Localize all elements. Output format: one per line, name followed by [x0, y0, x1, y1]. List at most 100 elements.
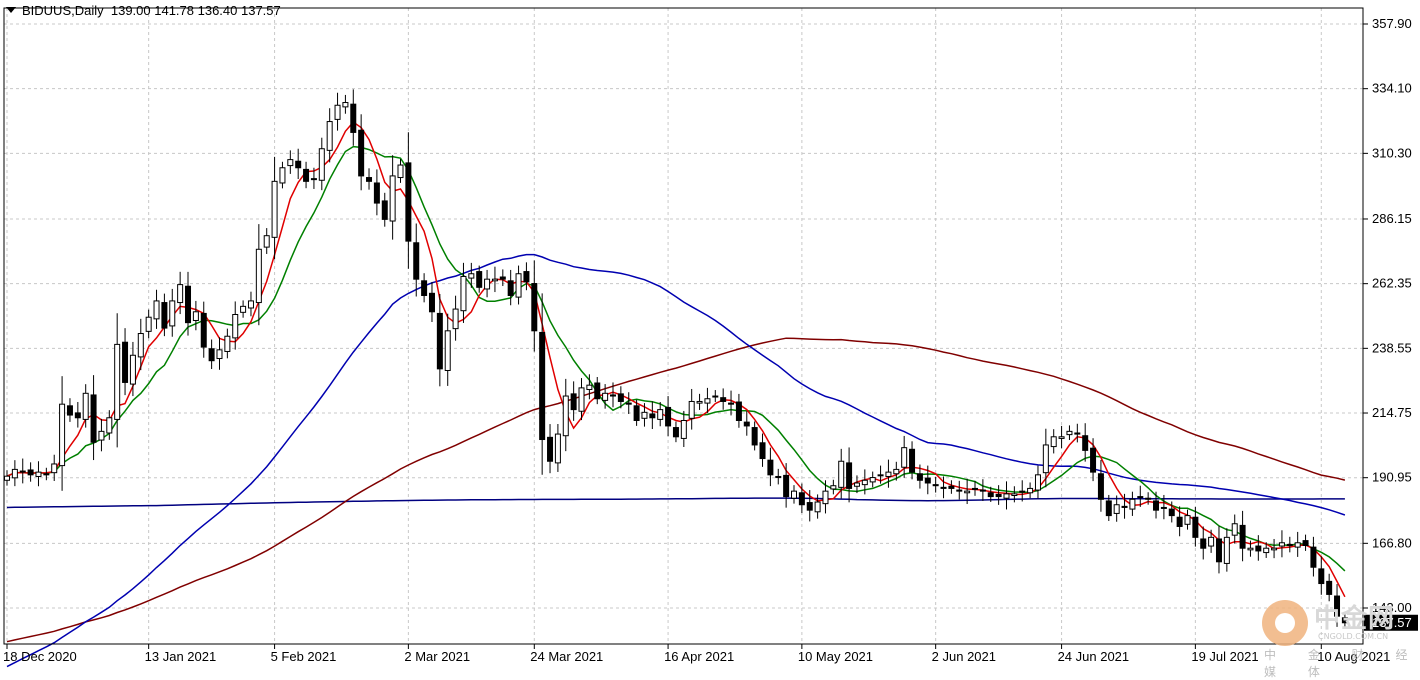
candle[interactable]	[310, 167, 317, 189]
candle[interactable]	[59, 376, 66, 491]
candle[interactable]	[468, 262, 475, 288]
candle[interactable]	[35, 461, 42, 487]
candle[interactable]	[358, 114, 365, 191]
candle[interactable]	[523, 262, 530, 291]
candle[interactable]	[389, 155, 396, 240]
candle[interactable]	[798, 483, 805, 514]
candle[interactable]	[594, 377, 601, 405]
candle[interactable]	[1318, 556, 1325, 595]
candle[interactable]	[66, 398, 73, 422]
candles[interactable]	[4, 89, 1348, 629]
candle[interactable]	[232, 301, 239, 350]
candle[interactable]	[1050, 429, 1057, 454]
candle[interactable]	[861, 469, 868, 495]
candle[interactable]	[578, 378, 585, 421]
candle[interactable]	[822, 480, 829, 514]
candle[interactable]	[704, 387, 711, 413]
candle[interactable]	[216, 337, 223, 370]
candle[interactable]	[672, 421, 679, 443]
candle[interactable]	[1066, 425, 1073, 441]
candle[interactable]	[539, 293, 546, 475]
candle[interactable]	[1129, 491, 1136, 516]
candle[interactable]	[649, 401, 656, 430]
candle[interactable]	[838, 448, 845, 499]
candle[interactable]	[491, 266, 498, 293]
candle[interactable]	[948, 480, 955, 494]
candle[interactable]	[633, 399, 640, 426]
candle[interactable]	[1153, 491, 1160, 519]
candle[interactable]	[916, 464, 923, 489]
candle[interactable]	[728, 390, 735, 416]
candle[interactable]	[562, 378, 569, 452]
candle[interactable]	[1121, 493, 1128, 519]
candle[interactable]	[609, 382, 616, 408]
candle[interactable]	[122, 328, 129, 396]
candle[interactable]	[342, 94, 349, 114]
candle[interactable]	[767, 447, 774, 487]
candle[interactable]	[924, 465, 931, 495]
candle[interactable]	[318, 137, 325, 191]
candle[interactable]	[696, 393, 703, 410]
candle[interactable]	[381, 192, 388, 227]
candle[interactable]	[82, 384, 89, 428]
candle[interactable]	[1042, 428, 1049, 488]
candle[interactable]	[334, 92, 341, 131]
candle[interactable]	[405, 132, 412, 269]
candle[interactable]	[1019, 480, 1026, 502]
candle[interactable]	[326, 108, 333, 163]
candle[interactable]	[625, 392, 632, 414]
candle[interactable]	[1027, 482, 1034, 499]
candle[interactable]	[1168, 501, 1175, 523]
candle[interactable]	[712, 390, 719, 402]
candle[interactable]	[515, 265, 522, 305]
candle[interactable]	[586, 374, 593, 400]
candle[interactable]	[476, 265, 483, 293]
candle[interactable]	[783, 463, 790, 508]
candle[interactable]	[1239, 510, 1246, 562]
candle[interactable]	[932, 477, 939, 493]
candle[interactable]	[956, 480, 963, 500]
candle[interactable]	[1271, 538, 1278, 559]
candle[interactable]	[602, 384, 609, 409]
candle[interactable]	[1184, 509, 1191, 530]
candle[interactable]	[1192, 506, 1199, 547]
candle[interactable]	[51, 454, 58, 481]
candle[interactable]	[366, 168, 373, 190]
candle[interactable]	[979, 479, 986, 501]
candle[interactable]	[641, 403, 648, 427]
candle[interactable]	[1231, 514, 1238, 544]
candle[interactable]	[1294, 531, 1301, 557]
candle[interactable]	[373, 169, 380, 216]
collapse-triangle-icon[interactable]	[6, 7, 16, 13]
candle[interactable]	[1341, 611, 1348, 629]
candle[interactable]	[885, 459, 892, 488]
candle[interactable]	[287, 150, 294, 174]
candle[interactable]	[1247, 540, 1254, 557]
candle[interactable]	[680, 410, 687, 448]
candle[interactable]	[74, 402, 81, 428]
candle[interactable]	[1011, 486, 1018, 503]
candle[interactable]	[19, 458, 26, 484]
candle[interactable]	[1200, 526, 1207, 560]
candle[interactable]	[1137, 485, 1144, 507]
candle[interactable]	[279, 161, 286, 189]
candle[interactable]	[129, 341, 136, 397]
candle[interactable]	[791, 485, 797, 504]
candle[interactable]	[830, 479, 837, 495]
candle[interactable]	[1160, 494, 1167, 520]
candle[interactable]	[1310, 536, 1317, 577]
candle[interactable]	[720, 388, 727, 410]
candle[interactable]	[1176, 506, 1183, 537]
candle[interactable]	[452, 295, 459, 341]
candle[interactable]	[177, 271, 184, 315]
candle[interactable]	[1255, 535, 1262, 561]
candle[interactable]	[303, 161, 310, 189]
candle[interactable]	[255, 224, 262, 326]
candle[interactable]	[547, 424, 554, 474]
candle[interactable]	[775, 468, 782, 485]
candle[interactable]	[350, 89, 357, 146]
candle[interactable]	[1334, 584, 1341, 627]
candle[interactable]	[208, 339, 215, 370]
candle[interactable]	[153, 289, 160, 329]
candle[interactable]	[1263, 542, 1270, 558]
